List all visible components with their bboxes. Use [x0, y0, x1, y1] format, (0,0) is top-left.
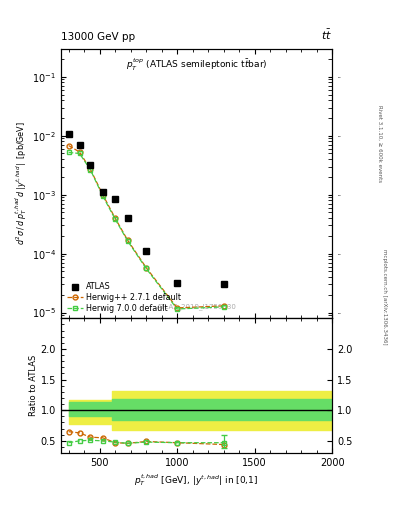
Herwig 7.0.0 default	[77, 151, 82, 157]
Herwig++ 2.7.1 default	[175, 305, 180, 311]
Herwig 7.0.0 default	[66, 150, 71, 156]
ATLAS	[77, 142, 82, 148]
Herwig++ 2.7.1 default	[77, 149, 82, 155]
Y-axis label: Ratio to ATLAS: Ratio to ATLAS	[29, 355, 38, 416]
Line: Herwig 7.0.0 default: Herwig 7.0.0 default	[66, 150, 226, 311]
Text: Rivet 3.1.10, ≥ 600k events: Rivet 3.1.10, ≥ 600k events	[377, 105, 382, 182]
Herwig++ 2.7.1 default	[88, 166, 93, 173]
Text: $p_T^{top}$ (ATLAS semileptonic t$\bar{t}$bar): $p_T^{top}$ (ATLAS semileptonic t$\bar{t…	[126, 57, 267, 73]
Legend: ATLAS, Herwig++ 2.7.1 default, Herwig 7.0.0 default: ATLAS, Herwig++ 2.7.1 default, Herwig 7.…	[65, 281, 182, 314]
Herwig++ 2.7.1 default	[221, 303, 226, 309]
X-axis label: $p_T^{t,had}$ [GeV], $|y^{t,had}|$ in [0,1]: $p_T^{t,had}$ [GeV], $|y^{t,had}|$ in [0…	[134, 472, 259, 488]
Herwig++ 2.7.1 default	[100, 191, 105, 198]
Text: $t\bar{t}$: $t\bar{t}$	[321, 28, 332, 42]
ATLAS	[175, 280, 180, 286]
Text: 13000 GeV pp: 13000 GeV pp	[61, 32, 135, 42]
Text: ATLAS_2019_I1750330: ATLAS_2019_I1750330	[156, 304, 237, 310]
Line: Herwig++ 2.7.1 default: Herwig++ 2.7.1 default	[66, 143, 226, 310]
Herwig++ 2.7.1 default	[66, 142, 71, 148]
Herwig 7.0.0 default	[144, 265, 149, 271]
ATLAS	[100, 189, 105, 195]
Herwig 7.0.0 default	[221, 304, 226, 310]
Herwig++ 2.7.1 default	[144, 265, 149, 271]
Herwig 7.0.0 default	[88, 166, 93, 173]
Herwig 7.0.0 default	[100, 193, 105, 199]
Text: mcplots.cern.ch [arXiv:1306.3436]: mcplots.cern.ch [arXiv:1306.3436]	[382, 249, 387, 345]
ATLAS	[113, 196, 118, 202]
Line: ATLAS: ATLAS	[66, 132, 227, 288]
ATLAS	[88, 162, 93, 168]
Herwig++ 2.7.1 default	[113, 215, 118, 221]
ATLAS	[221, 282, 226, 288]
ATLAS	[66, 132, 71, 138]
Herwig 7.0.0 default	[175, 306, 180, 312]
Herwig 7.0.0 default	[125, 238, 130, 244]
Y-axis label: $d^2\sigma\,/\,d\,p_T^{t,had}\,d\,|y^{t,had}|$  [pb/GeV]: $d^2\sigma\,/\,d\,p_T^{t,had}\,d\,|y^{t,…	[14, 121, 29, 245]
ATLAS	[144, 248, 149, 254]
ATLAS	[125, 215, 130, 221]
Herwig++ 2.7.1 default	[125, 237, 130, 243]
Herwig 7.0.0 default	[113, 216, 118, 222]
